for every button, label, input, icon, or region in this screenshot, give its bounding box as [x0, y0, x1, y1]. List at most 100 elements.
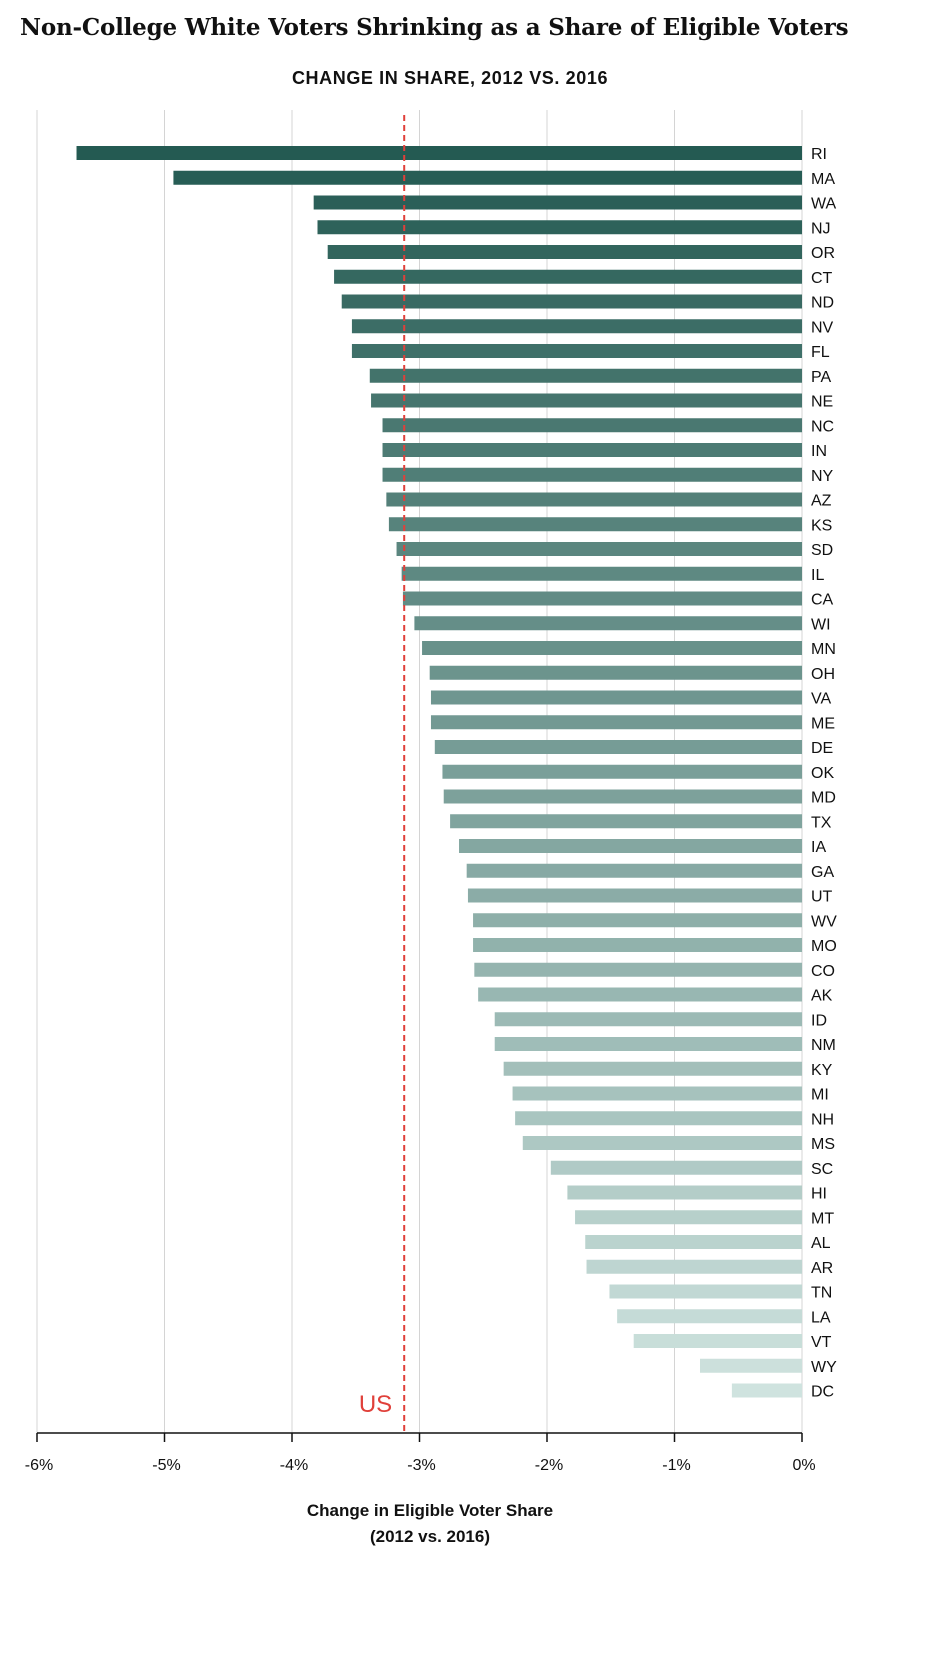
category-label-vt: VT	[811, 1334, 832, 1351]
category-label-wv: WV	[811, 913, 837, 930]
x-axis-title: Change in Eligible Voter Share (2012 vs.…	[280, 1498, 580, 1550]
bar-ct	[334, 269, 802, 284]
category-label-ga: GA	[811, 864, 834, 881]
category-label-id: ID	[811, 1012, 827, 1029]
bar-tn	[609, 1284, 802, 1299]
chart-title: Non-College White Voters Shrinking as a …	[20, 14, 849, 41]
category-label-sd: SD	[811, 542, 833, 559]
bar-md	[443, 789, 802, 804]
category-label-ma: MA	[811, 171, 835, 188]
category-label-ny: NY	[811, 468, 834, 485]
chart-subtitle: CHANGE IN SHARE, 2012 VS. 2016	[291, 68, 609, 88]
bar-la	[617, 1309, 802, 1324]
bar-wy	[700, 1358, 802, 1373]
bar-co	[474, 962, 802, 977]
bar-wa	[313, 195, 802, 210]
bar-fl	[351, 344, 802, 358]
category-label-az: AZ	[811, 493, 832, 510]
category-label-wi: WI	[811, 616, 831, 633]
category-label-ca: CA	[811, 592, 834, 609]
category-label-ia: IA	[811, 839, 826, 856]
bar-wv	[473, 913, 802, 928]
category-label-nc: NC	[811, 418, 834, 435]
x-tick-label: -3%	[407, 1457, 435, 1474]
bar-ak	[478, 987, 802, 1002]
x-tick-label: -1%	[662, 1457, 690, 1474]
category-label-ks: KS	[811, 517, 832, 534]
bar-ok	[442, 764, 802, 779]
bar-mt	[575, 1210, 802, 1225]
x-tick-label: -2%	[535, 1457, 563, 1474]
bar-pa	[369, 368, 802, 383]
x-tick-label: -6%	[25, 1457, 53, 1474]
bar-sc	[550, 1160, 802, 1175]
category-label-mt: MT	[811, 1210, 834, 1227]
category-label-pa: PA	[811, 369, 831, 386]
x-tick-label: -4%	[280, 1457, 308, 1474]
us-reference-label: US	[359, 1391, 392, 1418]
category-label-mn: MN	[811, 641, 836, 658]
bar-az	[386, 492, 802, 507]
category-label-in: IN	[811, 443, 827, 460]
category-label-nv: NV	[811, 319, 834, 336]
category-label-il: IL	[811, 567, 824, 584]
category-label-sc: SC	[811, 1161, 833, 1178]
bar-al	[585, 1235, 802, 1249]
bar-ut	[467, 888, 802, 903]
category-label-nd: ND	[811, 295, 834, 312]
category-label-nm: NM	[811, 1037, 836, 1054]
bar-dc	[731, 1383, 802, 1398]
category-label-ut: UT	[811, 889, 833, 906]
bar-nc	[382, 418, 802, 433]
category-label-md: MD	[811, 790, 836, 807]
bar-de	[434, 740, 802, 754]
bar-mo	[473, 938, 802, 952]
bar-ny	[382, 467, 802, 482]
bar-nm	[494, 1037, 802, 1051]
category-label-al: AL	[811, 1235, 831, 1252]
category-label-tx: TX	[811, 814, 832, 831]
bar-oh	[429, 665, 802, 680]
bar-me	[430, 715, 802, 730]
category-label-ne: NE	[811, 394, 833, 411]
bar-ms	[522, 1136, 802, 1150]
bar-ri	[76, 146, 802, 160]
bar-or	[327, 245, 802, 259]
bar-hi	[567, 1185, 802, 1200]
bar-nj	[317, 220, 802, 235]
bar-ar	[586, 1259, 802, 1274]
bar-chart: RI MA WA NJ OR CT ND NV FL PA NE NC IN NY AZ KS SD IL CA WI…	[25, 110, 837, 1474]
category-label-ok: OK	[811, 765, 834, 782]
category-label-co: CO	[811, 963, 835, 980]
category-label-hi: HI	[811, 1186, 827, 1203]
bar-mn	[422, 641, 802, 655]
bar-va	[430, 690, 802, 705]
category-label-tn: TN	[811, 1285, 832, 1302]
category-label-la: LA	[811, 1309, 831, 1326]
x-tick-label: 0%	[792, 1457, 815, 1474]
bar-vt	[633, 1334, 802, 1348]
bar-ky	[503, 1061, 802, 1076]
bar-id	[494, 1012, 802, 1027]
x-axis-title-line2: (2012 vs. 2016)	[369, 1527, 491, 1546]
category-label-ar: AR	[811, 1260, 833, 1277]
x-tick-label: -5%	[152, 1457, 180, 1474]
category-label-de: DE	[811, 740, 833, 757]
bar-ks	[388, 517, 802, 532]
category-label-ms: MS	[811, 1136, 835, 1153]
category-label-fl: FL	[811, 344, 830, 361]
bar-nv	[351, 319, 802, 334]
category-label-mi: MI	[811, 1087, 829, 1104]
category-label-ri: RI	[811, 146, 827, 163]
category-label-mo: MO	[811, 938, 837, 955]
bar-ca	[402, 591, 802, 606]
category-label-ct: CT	[811, 270, 833, 287]
x-axis-title-line1: Change in Eligible Voter Share	[306, 1501, 554, 1520]
category-label-va: VA	[811, 691, 831, 708]
bar-mi	[512, 1086, 802, 1101]
category-label-oh: OH	[811, 666, 835, 683]
bar-wi	[414, 616, 802, 631]
bar-il	[401, 566, 802, 581]
bar-nh	[515, 1111, 802, 1126]
bar-tx	[450, 814, 802, 829]
